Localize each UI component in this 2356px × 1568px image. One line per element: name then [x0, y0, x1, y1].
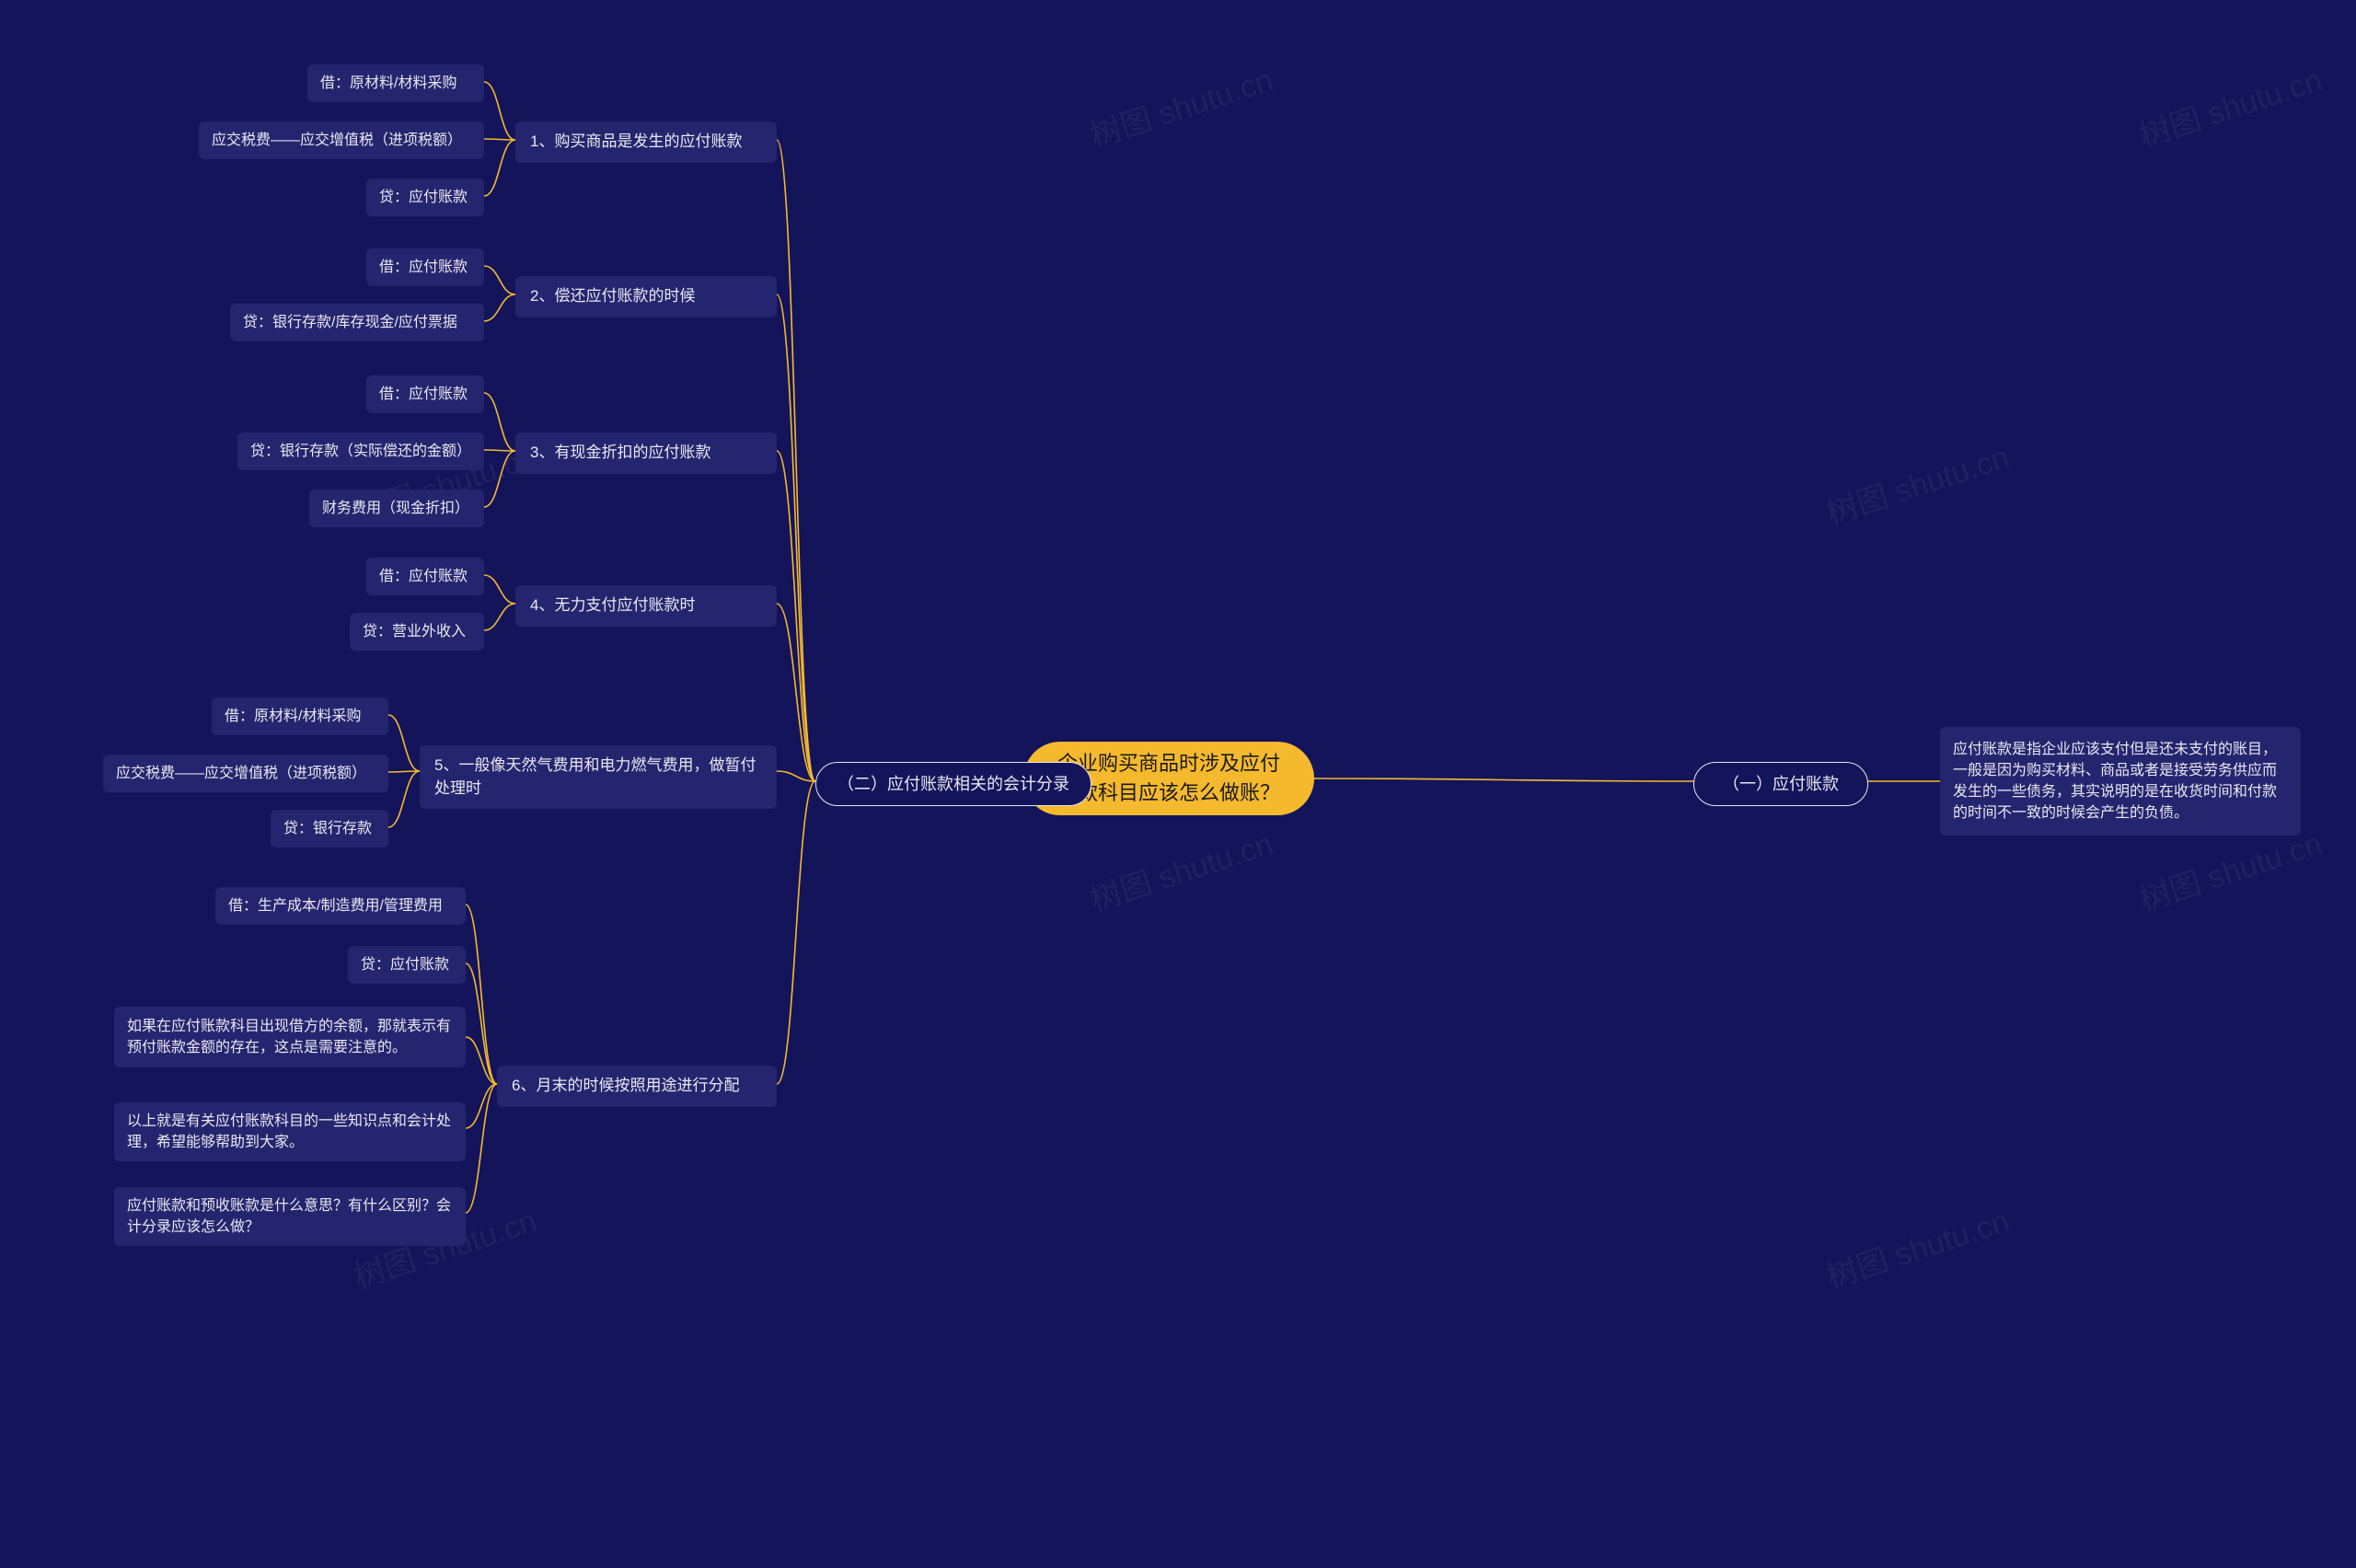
branch-2-child-1-leaf-0: 借：应付账款	[366, 248, 484, 286]
branch-2-child-5-leaf-2: 如果在应付账款科目出现借方的余额，那就表示有预付账款金额的存在，这点是需要注意的…	[114, 1007, 466, 1067]
branch-2-child-2-leaf-1: 贷：银行存款（实际偿还的金额）	[237, 432, 484, 470]
branch-1-desc: 应付账款是指企业应该支付但是还未支付的账目，一般是因为购买材料、商品或者是接受劳…	[1940, 727, 2301, 836]
branch-2-child-2-leaf-0: 借：应付账款	[366, 375, 484, 413]
watermark: 树图 shutu.cn	[1819, 432, 2014, 533]
branch-2-child-3: 4、无力支付应付账款时	[515, 585, 777, 627]
branch-2-child-0-leaf-1: 应交税费——应交增值税（进项税额）	[199, 121, 484, 159]
branch-2-child-5-leaf-3: 以上就是有关应付账款科目的一些知识点和会计处理，希望能够帮助到大家。	[114, 1102, 466, 1161]
branch-2-child-4-leaf-2: 贷：银行存款	[271, 810, 388, 847]
branch-2-child-2-leaf-2: 财务费用（现金折扣）	[309, 490, 484, 527]
branch-2-child-0: 1、购买商品是发生的应付账款	[515, 121, 777, 163]
watermark: 树图 shutu.cn	[1083, 818, 1277, 919]
branch-1: （一）应付账款	[1693, 762, 1868, 806]
branch-2-child-0-leaf-2: 贷：应付账款	[366, 179, 484, 216]
branch-2-child-5-leaf-0: 借：生产成本/制造费用/管理费用	[215, 887, 466, 925]
watermark: 树图 shutu.cn	[1819, 1195, 2014, 1297]
branch-2: （二）应付账款相关的会计分录	[815, 762, 1091, 806]
branch-2-child-1-leaf-1: 贷：银行存款/库存现金/应付票据	[230, 304, 484, 341]
branch-2-child-1: 2、偿还应付账款的时候	[515, 276, 777, 317]
branch-2-child-5-leaf-1: 贷：应付账款	[348, 946, 466, 984]
watermark: 树图 shutu.cn	[2132, 54, 2327, 156]
branch-2-child-5: 6、月末的时候按照用途进行分配	[497, 1066, 777, 1107]
branch-2-child-0-leaf-0: 借：原材料/材料采购	[307, 64, 484, 102]
branch-2-child-2: 3、有现金折扣的应付账款	[515, 432, 777, 474]
watermark: 树图 shutu.cn	[1083, 54, 1277, 156]
branch-2-child-4-leaf-0: 借：原材料/材料采购	[212, 698, 388, 735]
branch-2-child-3-leaf-1: 贷：营业外收入	[350, 613, 484, 651]
branch-2-child-4-leaf-1: 应交税费——应交增值税（进项税额）	[103, 755, 388, 792]
branch-2-child-4: 5、一般像天然气费用和电力燃气费用，做暂付处理时	[420, 745, 777, 809]
branch-2-child-3-leaf-0: 借：应付账款	[366, 558, 484, 595]
branch-2-child-5-leaf-4: 应付账款和预收账款是什么意思？有什么区别？会计分录应该怎么做？	[114, 1187, 466, 1246]
